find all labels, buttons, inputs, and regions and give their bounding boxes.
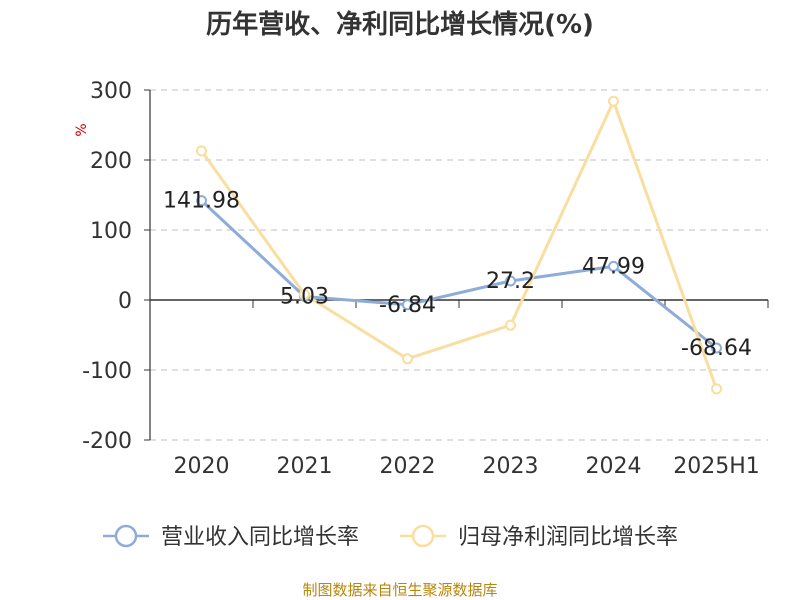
x-tick-label: 2020 bbox=[174, 454, 230, 479]
data-point bbox=[402, 299, 413, 311]
x-tick-label: 2023 bbox=[483, 454, 539, 479]
legend-label: 营业收入同比增长率 bbox=[161, 525, 359, 550]
data-label: 47.99 bbox=[582, 254, 645, 279]
y-tick-label: 200 bbox=[90, 149, 132, 174]
gridlines bbox=[150, 89, 768, 441]
x-tick-label: 2025H1 bbox=[673, 454, 760, 479]
data-point bbox=[196, 145, 207, 157]
source-note: 制图数据来自恒生聚源数据库 bbox=[302, 581, 498, 599]
data-point bbox=[608, 95, 619, 107]
x-tick-label: 2021 bbox=[277, 454, 333, 479]
data-point bbox=[711, 383, 722, 395]
data-point bbox=[402, 353, 413, 365]
series-lines bbox=[200, 99, 718, 390]
y-tick-label: 0 bbox=[118, 289, 132, 314]
y-axis-unit-label: % bbox=[74, 123, 90, 136]
y-tick-label: 300 bbox=[90, 79, 132, 104]
data-point bbox=[505, 275, 516, 287]
data-points bbox=[196, 95, 722, 395]
data-label: -6.84 bbox=[379, 293, 436, 318]
data-point bbox=[505, 319, 516, 331]
y-tick-label: -100 bbox=[82, 359, 132, 384]
legend-marker bbox=[114, 524, 138, 548]
data-point bbox=[196, 195, 207, 207]
legend-item-1: 营业收入同比增长率 bbox=[103, 524, 359, 550]
series-line-2 bbox=[200, 99, 718, 390]
legend-marker bbox=[411, 524, 435, 548]
axes: 300 200 100 0 -100 -200% 2020 2021 2022 2023 2024 2… bbox=[74, 79, 769, 479]
x-tick-label: 2024 bbox=[586, 454, 642, 479]
series-line-1 bbox=[200, 199, 718, 350]
x-tick-label: 2022 bbox=[380, 454, 436, 479]
legend-item-2: 归母净利润同比增长率 bbox=[400, 524, 678, 550]
data-point bbox=[711, 342, 722, 354]
data-point bbox=[299, 288, 310, 300]
legend-label: 归母净利润同比增长率 bbox=[458, 525, 678, 550]
data-label: 5.03 bbox=[280, 284, 329, 309]
y-tick-label: 100 bbox=[90, 219, 132, 244]
legend: 营业收入同比增长率 归母净利润同比增长率 bbox=[103, 524, 678, 550]
y-tick-label: -200 bbox=[82, 429, 132, 454]
data-labels: 141.98 5.03 -6.84 27.2 47.99 -68.64 bbox=[163, 189, 752, 361]
data-point bbox=[608, 260, 619, 272]
data-label: 141.98 bbox=[163, 189, 240, 214]
data-label: 27.2 bbox=[486, 269, 535, 294]
chart-title: 历年营收、净利同比增长情况(%) bbox=[206, 10, 594, 40]
data-label: -68.64 bbox=[681, 336, 752, 361]
